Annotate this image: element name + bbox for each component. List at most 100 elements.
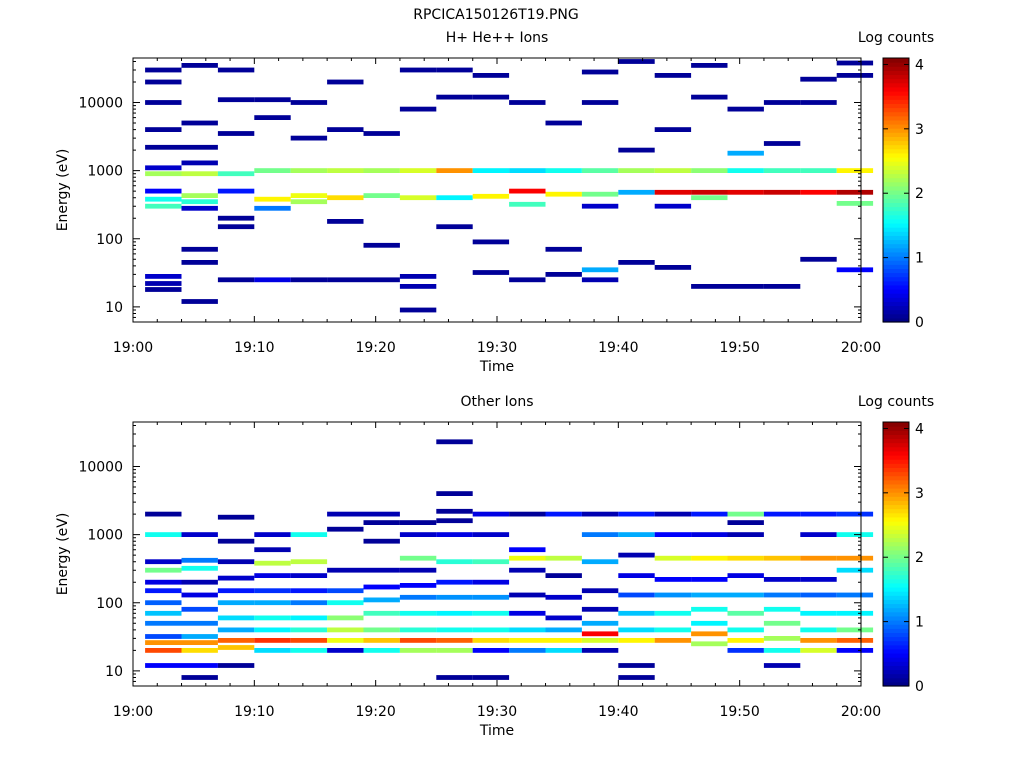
heatmap-cell xyxy=(181,205,218,211)
colorbar-swatch xyxy=(883,190,909,195)
colorbar-swatch xyxy=(883,289,909,294)
heatmap-cell xyxy=(472,675,510,680)
heatmap-cell xyxy=(399,284,437,289)
heatmap-cell xyxy=(436,168,473,173)
heatmap-cell xyxy=(618,147,655,153)
heatmap-cell xyxy=(800,256,837,262)
heatmap-cell xyxy=(763,555,801,561)
heatmap-cell xyxy=(145,281,182,286)
colorbar-swatch xyxy=(883,74,909,80)
heatmap-cell xyxy=(145,610,182,616)
heatmap-cell xyxy=(618,610,655,616)
heatmap-cell xyxy=(399,307,437,313)
heatmap-cell xyxy=(254,168,291,173)
colorbar-swatch xyxy=(883,620,909,625)
x-tick-label: 19:10 xyxy=(234,704,274,720)
colorbar-swatch xyxy=(883,313,909,319)
heatmap-cell xyxy=(399,594,437,600)
heatmap-cell xyxy=(545,594,582,600)
heatmap-cell xyxy=(472,168,510,173)
heatmap-cell xyxy=(181,640,218,645)
colorbar-swatch xyxy=(883,591,909,596)
colorbar-swatch xyxy=(883,628,909,633)
heatmap-cell xyxy=(290,600,328,606)
colorbar-swatch xyxy=(883,227,909,232)
heatmap-cell xyxy=(290,168,328,173)
heatmap-cell xyxy=(363,567,400,573)
heatmap-cell xyxy=(399,67,437,73)
heatmap-cell xyxy=(254,115,291,120)
colorbar-swatch xyxy=(883,297,909,302)
heatmap-cell xyxy=(581,168,619,173)
colorbar-swatch xyxy=(883,488,909,493)
heatmap-cell xyxy=(217,575,255,581)
heatmap-cells xyxy=(145,59,874,313)
heatmap-cell xyxy=(800,100,837,105)
heatmap-cell xyxy=(217,638,255,643)
heatmap-cell xyxy=(290,559,328,565)
heatmap-cell xyxy=(618,675,655,680)
heatmap-cell xyxy=(654,592,692,598)
heatmap-cell xyxy=(436,559,473,565)
heatmap-cell xyxy=(181,199,218,205)
heatmap-cell xyxy=(145,579,182,585)
heatmap-cell xyxy=(472,559,510,565)
heatmap-cell xyxy=(436,508,473,514)
heatmap-cell xyxy=(618,59,655,64)
colorbar-swatch xyxy=(883,422,909,427)
colorbar-swatch xyxy=(883,648,909,654)
heatmap-cell xyxy=(145,287,182,292)
heatmap-cell xyxy=(436,439,473,445)
colorbar-swatch xyxy=(883,430,909,435)
heatmap-cell xyxy=(327,277,364,283)
heatmap-cell xyxy=(581,203,619,209)
colorbar-tick-label: 1 xyxy=(915,615,924,631)
heatmap-cell xyxy=(217,97,255,103)
colorbar-swatch xyxy=(883,239,909,245)
heatmap-cell xyxy=(727,150,764,156)
heatmap-cell xyxy=(800,638,837,643)
heatmap-cell xyxy=(254,97,291,103)
heatmap-cell xyxy=(691,641,728,647)
heatmap-cell xyxy=(509,567,546,573)
heatmap-cell xyxy=(436,627,473,633)
heatmap-cell xyxy=(145,196,182,202)
heatmap-cell xyxy=(254,547,291,553)
heatmap-cell xyxy=(836,610,874,616)
colorbar-swatch xyxy=(883,673,909,679)
x-axis-label: Time xyxy=(479,723,514,739)
heatmap-cell xyxy=(472,579,510,585)
colorbar-swatch xyxy=(883,599,909,605)
heatmap-cell xyxy=(217,188,255,194)
colorbar-swatch xyxy=(883,95,909,100)
heatmap-cell xyxy=(800,627,837,633)
heatmap-cell xyxy=(727,648,764,653)
heatmap-cell xyxy=(654,577,692,582)
colorbar-swatch xyxy=(883,66,909,71)
x-tick-label: 19:50 xyxy=(719,704,759,720)
heatmap-cell xyxy=(254,277,291,283)
colorbar-swatch xyxy=(883,500,909,506)
heatmap-cell xyxy=(727,627,764,633)
heatmap-cell xyxy=(217,600,255,606)
colorbar-swatch xyxy=(883,214,909,220)
colorbar-swatch xyxy=(883,574,909,580)
heatmap-cell xyxy=(436,94,473,100)
heatmap-cell xyxy=(327,168,364,173)
colorbar-tick-label: 3 xyxy=(915,486,924,502)
colorbar-swatch xyxy=(883,467,909,473)
heatmap-cell xyxy=(399,106,437,112)
heatmap-cell xyxy=(763,168,801,173)
colorbar: 0 1 2 3 4 Log counts xyxy=(858,30,934,331)
heatmap-cell xyxy=(217,663,255,668)
heatmap-cell xyxy=(509,201,546,207)
heatmap-cell xyxy=(509,168,546,173)
heatmap-cell xyxy=(181,63,218,68)
colorbar-swatch xyxy=(883,103,909,109)
heatmap-cell xyxy=(399,648,437,653)
colorbar-frame xyxy=(882,421,910,687)
heatmap-cell xyxy=(509,100,546,105)
heatmap-cell xyxy=(727,532,764,537)
colorbar-swatch xyxy=(883,231,909,236)
heatmap-cell xyxy=(327,638,364,643)
